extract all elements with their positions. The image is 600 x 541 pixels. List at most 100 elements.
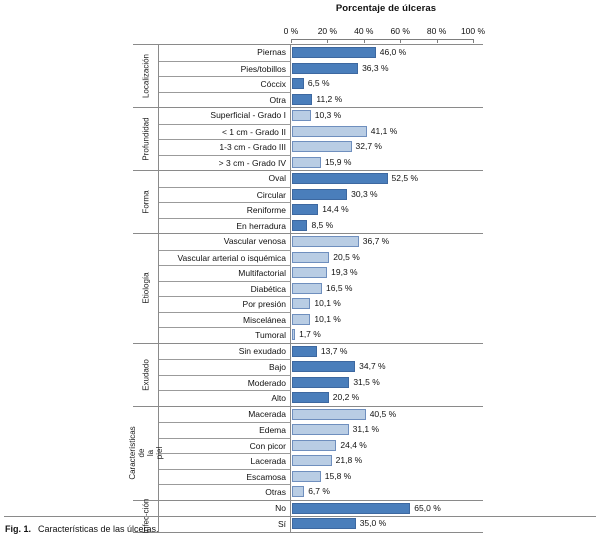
bar	[292, 251, 330, 263]
chart-row: < 1 cm - Grado II 41,1 %	[159, 123, 483, 139]
bar-value-label: 35,0 %	[359, 518, 387, 528]
category-label: Miscelánea	[159, 311, 291, 327]
bar-area: 16,5 %	[291, 281, 483, 297]
category-label: Alto	[159, 390, 291, 406]
chart-group: Etiología Vascular venosa 36,7 % Vascular a…	[133, 234, 483, 344]
chart-row: Bajo 34,7 %	[159, 359, 483, 375]
bar	[292, 376, 350, 388]
bar	[292, 518, 356, 529]
bar-area: 20,2 %	[291, 390, 483, 406]
bar	[292, 78, 304, 89]
figure-caption: Fig. 1. Características de las úlceras.	[5, 524, 159, 534]
category-label: No	[159, 500, 291, 516]
figure-caption-text: Características de las úlceras.	[38, 524, 159, 534]
bar	[292, 188, 348, 200]
bar	[292, 141, 352, 152]
category-label: Multifactorial	[159, 265, 291, 281]
chart-row: Escamosa 15,8 %	[159, 468, 483, 485]
bar	[292, 486, 305, 497]
chart-row: Alto 20,2 %	[159, 390, 483, 406]
bar-value-label: 31,1 %	[352, 424, 380, 434]
category-label: Otra	[159, 91, 291, 107]
bar-value-label: 46,0 %	[379, 47, 407, 57]
chart-row: Vascular arterial o isquémica 20,5 %	[159, 249, 483, 266]
x-tick-mark	[363, 39, 365, 43]
group-label-text: Exudado	[141, 358, 150, 391]
bar	[292, 204, 319, 215]
group-label: Exudado	[133, 343, 159, 406]
group-rows: Superficial - Grado I 10,3 % < 1 cm - Grad…	[159, 108, 483, 170]
x-tick-label: 60 %	[390, 26, 410, 36]
chart-row: Superficial - Grado I 10,3 %	[159, 108, 483, 124]
chart-row: Moderado 31,5 %	[159, 374, 483, 391]
bar-area: 46,0 %	[291, 45, 483, 61]
chart-row: Con picor 24,4 %	[159, 437, 483, 453]
bar-value-label: 36,7 %	[362, 236, 390, 246]
group-label: Etiología	[133, 234, 159, 343]
bar	[292, 455, 332, 466]
chart-row: Diabética 16,5 %	[159, 280, 483, 297]
bar-area: 19,3 %	[291, 265, 483, 281]
bar	[292, 392, 329, 403]
category-label: < 1 cm - Grado II	[159, 123, 291, 139]
chart-row: En herradura 8,5 %	[159, 217, 483, 233]
bar-value-label: 41,1 %	[370, 125, 398, 136]
bar	[292, 313, 311, 325]
chart-row: Por presión 10,1 %	[159, 296, 483, 312]
bar-area: 15,8 %	[291, 469, 483, 485]
category-label: Oval	[159, 171, 291, 187]
chart-row: Circular 30,3 %	[159, 186, 483, 202]
bar-value-label: 32,7 %	[355, 141, 382, 151]
group-rows: Sin exudado 13,7 % Bajo 34,7 % Moderado 31,5 …	[159, 343, 483, 406]
bar-value-label: 20,2 %	[332, 392, 360, 402]
x-tick-mark	[327, 39, 329, 43]
bar	[292, 345, 317, 357]
bar-area: 1,7 %	[291, 327, 483, 343]
bar-value-label: 1,7 %	[299, 329, 321, 339]
bar-value-label: 6,5 %	[307, 78, 330, 88]
bar	[292, 47, 376, 58]
bar-value-label: 21,8 %	[335, 455, 363, 465]
bar-area: 21,8 %	[291, 453, 483, 469]
bar	[292, 439, 337, 451]
bar-area: 14,4 %	[291, 202, 483, 218]
chart-axis-title: Porcentaje de úlceras	[335, 3, 437, 14]
group-label: Características de la piel	[128, 406, 164, 500]
bar	[292, 173, 388, 184]
bar	[292, 424, 349, 435]
bar	[292, 267, 328, 278]
category-label: Sí	[159, 516, 291, 532]
category-label: Vascular arterial o isquémica	[159, 249, 291, 265]
chart-group: Localización Piernas 46,0 % Pies/tobillos 36…	[133, 45, 483, 108]
bar-area: 20,5 %	[291, 250, 483, 266]
chart-row: Edema 31,1 %	[159, 422, 483, 438]
x-tick-mark	[473, 39, 474, 43]
chart-row: Multifactorial 19,3 %	[159, 265, 483, 281]
bar	[292, 298, 311, 309]
bar-area: 31,5 %	[291, 375, 483, 391]
chart-row: Otra 11,2 %	[159, 91, 483, 108]
bar-area: 11,2 %	[291, 92, 483, 108]
chart-row: Sí 35,0 %	[159, 516, 483, 532]
bar	[292, 219, 308, 231]
chart-row: > 3 cm - Grado IV 15,9 %	[159, 154, 483, 170]
category-label: Reniforme	[159, 202, 291, 218]
bar-value-label: 6,7 %	[308, 486, 330, 496]
bar-area: 10,1 %	[291, 312, 483, 328]
category-label: Sin exudado	[159, 343, 291, 359]
chart-group: Características de la piel Macerada 40,5 % Ede…	[128, 406, 483, 501]
x-tick-mark	[400, 39, 402, 43]
chart-row: Miscelánea 10,1 %	[159, 311, 483, 328]
bar-area: 40,5 %	[291, 407, 483, 423]
bar-area: 32,7 %	[291, 139, 483, 155]
bar	[292, 236, 359, 247]
bar-value-label: 16,5 %	[326, 282, 353, 293]
category-label: > 3 cm - Grado IV	[159, 154, 291, 170]
category-label: En herradura	[159, 217, 291, 233]
group-label-text: Profundidad	[141, 117, 150, 161]
chart-row: 1-3 cm - Grado III 32,7 %	[159, 139, 483, 155]
bar-value-label: 10,3 %	[314, 110, 342, 120]
chart-group: Exudado Sin exudado 13,7 % Bajo 34,7 % Modera…	[133, 343, 483, 407]
bar	[292, 502, 411, 514]
bar-value-label: 20,5 %	[333, 251, 360, 262]
